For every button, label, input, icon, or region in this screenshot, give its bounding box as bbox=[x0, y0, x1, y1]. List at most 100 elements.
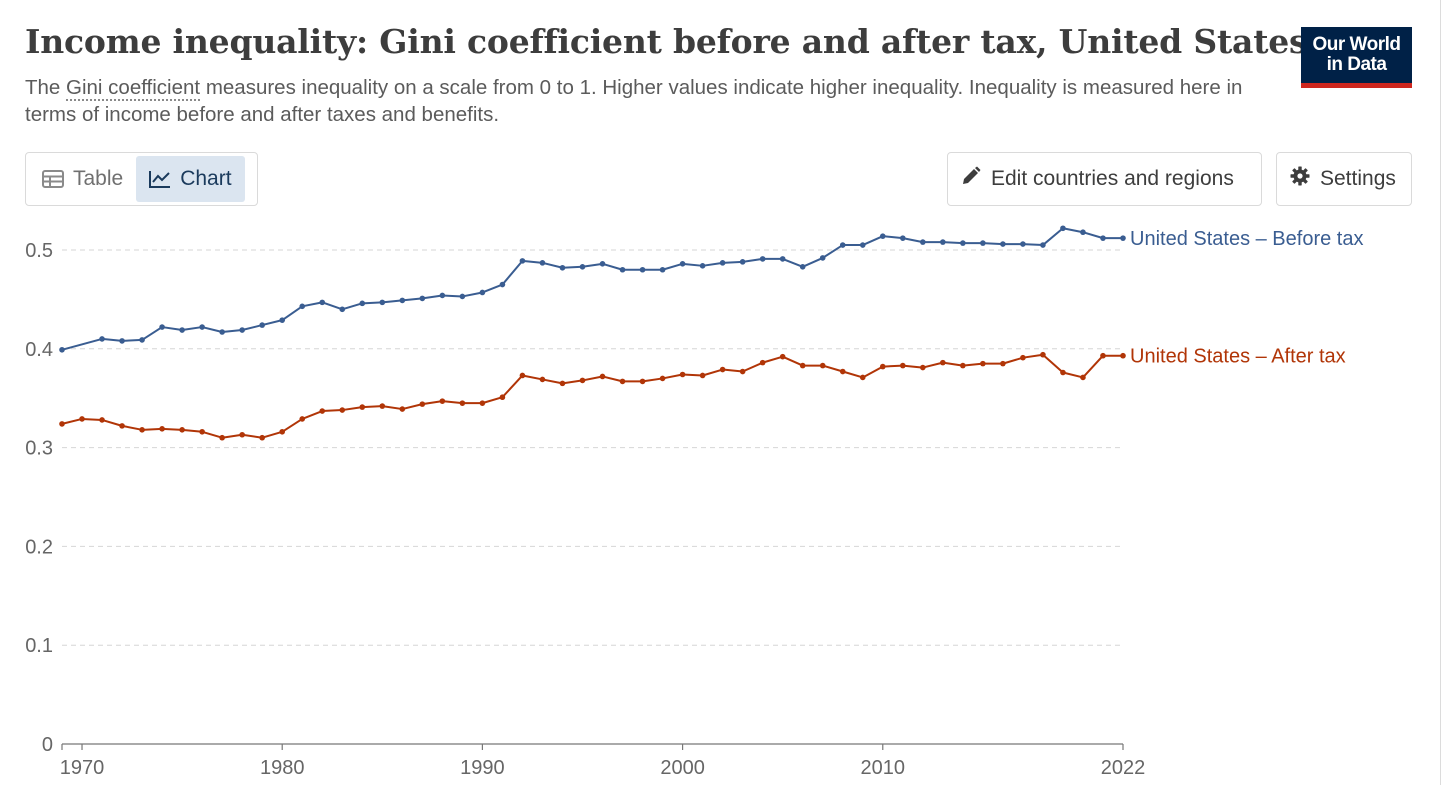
line-chart-icon bbox=[149, 170, 171, 188]
data-point bbox=[1020, 354, 1026, 361]
data-point bbox=[439, 398, 446, 404]
data-point bbox=[359, 404, 366, 410]
x-tick-label: 2000 bbox=[660, 757, 705, 779]
settings-button[interactable]: Settings bbox=[1276, 152, 1412, 206]
right-divider bbox=[1440, 0, 1441, 785]
data-point bbox=[859, 242, 866, 248]
logo-line-1: Our World bbox=[1312, 34, 1401, 55]
y-tick-label: 0.3 bbox=[25, 438, 53, 460]
data-point bbox=[239, 327, 245, 333]
tab-table-label: Table bbox=[73, 167, 124, 190]
data-point bbox=[1100, 352, 1106, 359]
y-tick-label: 0.1 bbox=[25, 635, 53, 657]
edit-countries-label: Edit countries and regions bbox=[991, 167, 1234, 190]
data-point bbox=[819, 362, 826, 369]
data-point bbox=[1020, 241, 1026, 247]
y-tick-label: 0 bbox=[42, 734, 53, 756]
data-point bbox=[559, 264, 566, 271]
data-point bbox=[299, 416, 306, 422]
data-point bbox=[799, 263, 806, 270]
data-point bbox=[279, 317, 286, 323]
table-icon bbox=[42, 170, 64, 188]
data-point bbox=[219, 329, 225, 335]
data-point bbox=[659, 375, 666, 382]
data-point bbox=[1120, 352, 1126, 359]
data-point bbox=[1000, 241, 1006, 247]
data-point bbox=[1060, 369, 1066, 376]
gear-icon bbox=[1290, 166, 1310, 192]
data-point bbox=[179, 427, 185, 433]
data-point bbox=[679, 371, 686, 378]
data-point bbox=[279, 428, 286, 435]
data-point bbox=[259, 322, 265, 328]
data-point bbox=[759, 359, 766, 366]
data-point bbox=[619, 378, 626, 385]
data-point bbox=[459, 293, 466, 300]
data-point bbox=[719, 366, 726, 373]
data-point bbox=[879, 363, 886, 370]
x-tick-label: 1970 bbox=[60, 757, 105, 779]
view-tabs: Table Chart bbox=[25, 152, 258, 206]
data-point bbox=[799, 362, 806, 369]
logo-line-2: in Data bbox=[1326, 54, 1387, 75]
data-point bbox=[1100, 235, 1106, 241]
data-point bbox=[439, 292, 446, 299]
gini-coefficient-link[interactable]: Gini coefficient bbox=[66, 76, 201, 101]
data-point bbox=[339, 306, 346, 313]
data-point bbox=[119, 338, 125, 344]
data-point bbox=[539, 260, 546, 266]
data-point bbox=[899, 235, 906, 241]
data-point bbox=[619, 266, 626, 273]
data-point bbox=[599, 261, 606, 267]
data-point bbox=[99, 336, 105, 342]
data-point bbox=[499, 281, 506, 288]
data-point bbox=[519, 372, 526, 379]
series-line bbox=[61, 353, 1123, 439]
data-point bbox=[399, 297, 406, 304]
data-point bbox=[1120, 235, 1126, 241]
data-point bbox=[379, 403, 386, 409]
data-point bbox=[699, 263, 706, 269]
data-point bbox=[179, 327, 185, 333]
data-point bbox=[839, 368, 846, 375]
data-point bbox=[159, 324, 165, 330]
data-point bbox=[659, 266, 666, 273]
data-point bbox=[539, 376, 546, 383]
data-point bbox=[239, 431, 245, 438]
tab-chart[interactable]: Chart bbox=[136, 156, 245, 202]
data-point bbox=[1080, 374, 1086, 381]
series-label: United States – Before tax bbox=[1130, 228, 1363, 250]
data-point bbox=[980, 240, 986, 246]
data-point bbox=[1000, 360, 1006, 367]
data-point bbox=[879, 233, 886, 239]
data-point bbox=[579, 377, 586, 384]
data-point bbox=[839, 242, 846, 248]
x-tick-label: 2010 bbox=[861, 757, 906, 779]
data-point bbox=[259, 434, 265, 441]
y-tick-label: 0.5 bbox=[25, 240, 53, 262]
data-point bbox=[79, 416, 85, 422]
data-point bbox=[59, 421, 65, 427]
data-point bbox=[819, 255, 826, 261]
tab-table[interactable]: Table bbox=[29, 156, 136, 202]
data-point bbox=[319, 408, 326, 414]
data-point bbox=[579, 263, 586, 270]
data-point bbox=[479, 400, 486, 406]
data-point bbox=[139, 427, 145, 433]
data-point bbox=[599, 373, 606, 380]
data-point bbox=[199, 428, 205, 435]
owid-logo[interactable]: Our World in Data bbox=[1301, 27, 1412, 88]
data-point bbox=[59, 346, 65, 353]
data-point bbox=[920, 364, 926, 371]
data-point bbox=[639, 378, 646, 385]
data-point bbox=[1040, 351, 1046, 358]
edit-countries-button[interactable]: Edit countries and regions bbox=[947, 152, 1262, 206]
data-point bbox=[960, 362, 966, 369]
data-point bbox=[679, 261, 686, 267]
x-tick-label: 1980 bbox=[260, 757, 305, 779]
chart-subtitle: The Gini coefficient measures inequality… bbox=[25, 74, 1275, 128]
data-point bbox=[519, 258, 526, 264]
data-point bbox=[1060, 225, 1066, 232]
data-point bbox=[559, 380, 566, 387]
subtitle-prefix: The bbox=[25, 76, 67, 99]
